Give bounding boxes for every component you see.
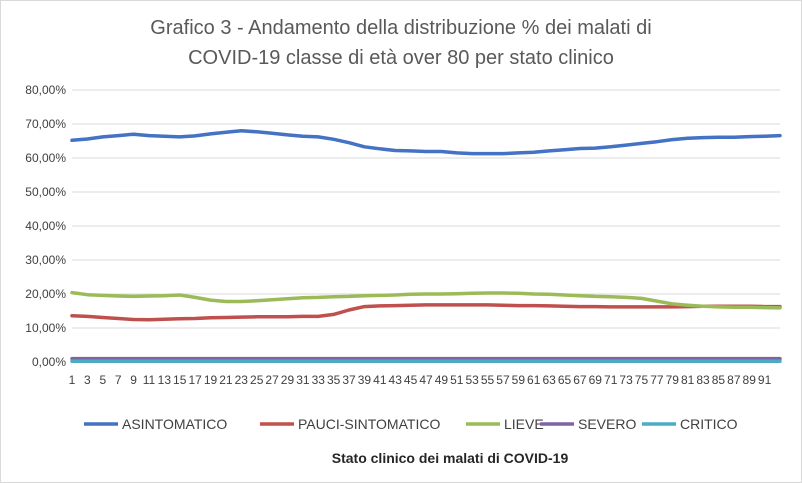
x-tick-label: 23 — [235, 373, 249, 387]
x-tick-label: 31 — [296, 373, 310, 387]
x-tick-label: 51 — [450, 373, 464, 387]
x-tick-label: 9 — [130, 373, 137, 387]
x-tick-label: 21 — [219, 373, 233, 387]
series-line-asintomatico — [70, 129, 782, 156]
chart-title-line-2: COVID-19 classe di età over 80 per stato… — [188, 47, 614, 69]
x-tick-label: 57 — [496, 373, 510, 387]
x-tick-label: 25 — [250, 373, 264, 387]
x-tick-label: 77 — [650, 373, 664, 387]
x-tick-label: 71 — [604, 373, 618, 387]
legend-label-critico: CRITICO — [680, 416, 738, 432]
x-tick-label: 65 — [558, 373, 572, 387]
legend-label-lieve: LIEVE — [504, 416, 544, 432]
series-lines — [70, 129, 782, 364]
chart-title-line-1: Grafico 3 - Andamento della distribuzion… — [150, 17, 651, 39]
x-axis-title: Stato clinico dei malati di COVID-19 — [332, 450, 569, 466]
y-tick-label: 70,00% — [25, 117, 66, 131]
x-tick-label: 61 — [527, 373, 541, 387]
x-tick-label: 5 — [99, 373, 106, 387]
x-tick-label: 1 — [69, 373, 76, 387]
x-tick-label: 69 — [589, 373, 603, 387]
y-tick-label: 20,00% — [25, 287, 66, 301]
legend: ASINTOMATICO PAUCI-SINTOMATICO LIEVE SEVERO… — [84, 416, 738, 432]
x-tick-label: 33 — [312, 373, 326, 387]
x-tick-label: 27 — [265, 373, 279, 387]
series-line-lieve — [70, 290, 782, 310]
y-tick-label: 0,00% — [32, 355, 66, 369]
x-tick-label: 29 — [281, 373, 295, 387]
x-tick-label: 13 — [158, 373, 172, 387]
x-tick-label: 39 — [358, 373, 372, 387]
x-tick-label: 37 — [342, 373, 356, 387]
x-axis-ticks: 1 3 5 7 9 11 13 15 17 19 21 23 25 27 29 31 33 35 37 39 41 43 4… — [69, 373, 772, 387]
y-tick-label: 30,00% — [25, 253, 66, 267]
legend-label-asintomatico: ASINTOMATICO — [122, 416, 227, 432]
grid — [72, 89, 780, 363]
x-tick-label: 55 — [481, 373, 495, 387]
x-tick-label: 19 — [204, 373, 218, 387]
x-tick-label: 73 — [619, 373, 633, 387]
x-tick-label: 81 — [681, 373, 695, 387]
y-tick-label: 40,00% — [25, 219, 66, 233]
x-tick-label: 49 — [435, 373, 449, 387]
x-tick-label: 59 — [512, 373, 526, 387]
x-tick-label: 87 — [727, 373, 741, 387]
x-tick-label: 47 — [419, 373, 433, 387]
x-tick-label: 53 — [465, 373, 479, 387]
legend-label-pauci-sintomatico: PAUCI-SINTOMATICO — [298, 416, 440, 432]
y-tick-label: 60,00% — [25, 151, 66, 165]
x-tick-label: 89 — [743, 373, 757, 387]
y-axis-ticks: 0,00% 10,00% 20,00% 30,00% 40,00% 50,00% 60,00… — [25, 83, 66, 369]
x-tick-label: 75 — [635, 373, 649, 387]
y-tick-label: 50,00% — [25, 185, 66, 199]
series-line-pauci-sintomatico — [70, 303, 782, 322]
x-tick-label: 3 — [84, 373, 91, 387]
x-tick-label: 83 — [696, 373, 710, 387]
x-tick-label: 15 — [173, 373, 187, 387]
x-tick-label: 85 — [712, 373, 726, 387]
y-tick-label: 80,00% — [25, 83, 66, 97]
y-tick-label: 10,00% — [25, 321, 66, 335]
x-tick-label: 17 — [188, 373, 202, 387]
x-tick-label: 41 — [373, 373, 387, 387]
x-tick-label: 43 — [389, 373, 403, 387]
x-tick-label: 67 — [573, 373, 587, 387]
x-tick-label: 11 — [143, 373, 156, 387]
x-tick-label: 63 — [542, 373, 556, 387]
x-tick-label: 45 — [404, 373, 418, 387]
x-tick-label: 79 — [666, 373, 680, 387]
x-tick-label: 91 — [758, 373, 772, 387]
legend-label-severo: SEVERO — [578, 416, 636, 432]
x-tick-label: 7 — [115, 373, 122, 387]
x-tick-label: 35 — [327, 373, 341, 387]
